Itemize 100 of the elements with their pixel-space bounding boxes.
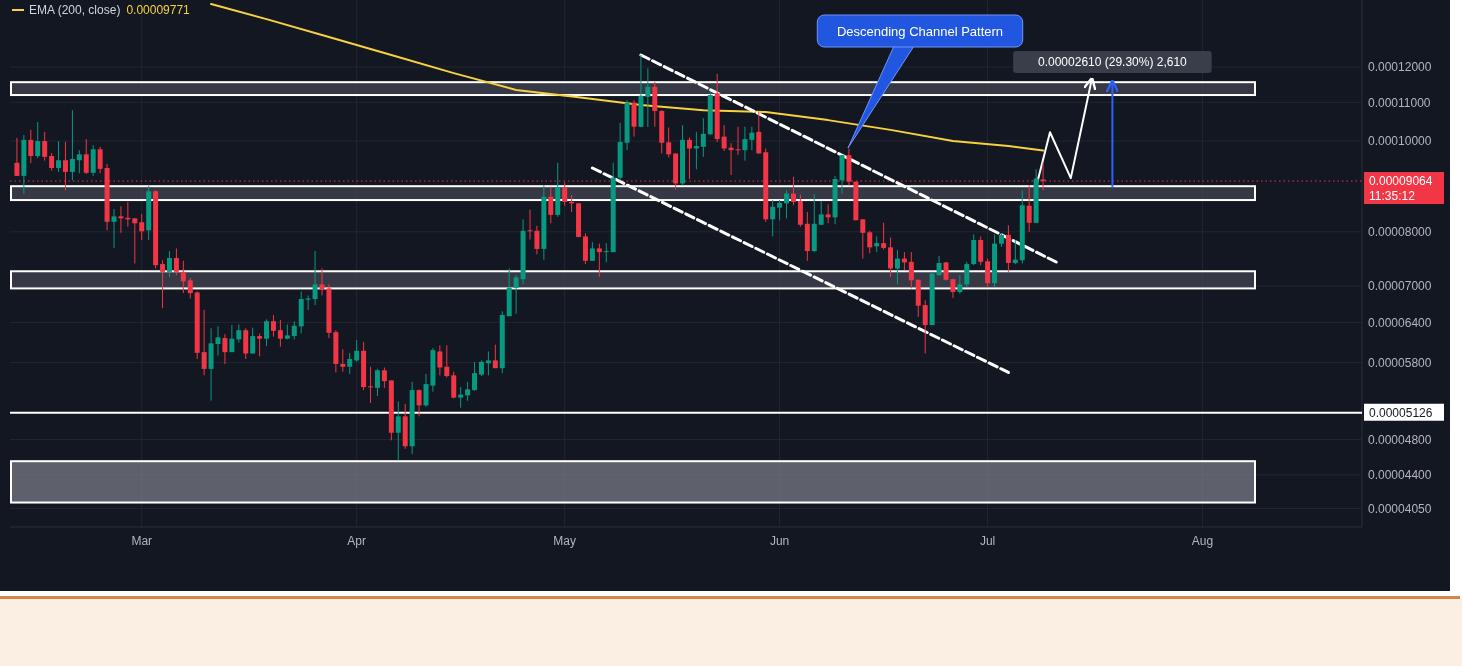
- candlestick: [97, 146, 103, 174]
- candlestick: [700, 117, 706, 158]
- candlestick: [236, 323, 242, 344]
- candlestick: [201, 309, 207, 376]
- candlestick: [368, 366, 374, 404]
- candlestick: [229, 324, 235, 353]
- text: 11:35:12: [1369, 189, 1416, 204]
- candlestick: [118, 205, 124, 234]
- candlestick: [860, 218, 866, 260]
- candlestick: [28, 129, 34, 164]
- candlestick: [437, 344, 443, 376]
- ref-line-label: 0.00005126: [1369, 405, 1433, 420]
- x-tick-label: Jul: [979, 534, 996, 548]
- candlestick: [645, 67, 651, 128]
- candlestick: [666, 127, 672, 158]
- candlestick: [534, 225, 540, 255]
- candlestick: [1026, 184, 1032, 233]
- candlestick: [291, 320, 297, 340]
- candlestick: [472, 361, 478, 392]
- annotation: 0.00009771: [126, 3, 191, 17]
- candlestick: [957, 274, 963, 295]
- candlestick: [381, 366, 387, 389]
- candlestick: [1012, 239, 1018, 265]
- candlestick: [160, 259, 166, 309]
- candlestick: [264, 318, 270, 347]
- candlestick: [354, 339, 360, 363]
- candlestick: [881, 222, 887, 250]
- candlestick: [458, 386, 464, 409]
- x-tick-label: Mar: [131, 534, 153, 548]
- x-tick-label: May: [553, 534, 576, 548]
- candlestick: [257, 332, 263, 357]
- candlestick: [69, 109, 75, 181]
- candlestick: [76, 149, 82, 174]
- candlestick: [347, 352, 353, 375]
- y-tick-label: 0.00012000: [1368, 60, 1432, 75]
- candlestick: [90, 144, 96, 177]
- candlestick: [721, 124, 727, 152]
- candlestick: [173, 247, 179, 276]
- candlestick: [243, 327, 249, 360]
- y-tick-label: 0.00006400: [1368, 315, 1432, 330]
- candlestick: [465, 381, 471, 402]
- candlestick: [964, 261, 970, 288]
- legend-label: EMA (200, close): [29, 3, 121, 17]
- annotation: Descending Channel Pattern: [836, 23, 1004, 39]
- y-tick-label: 0.00010000: [1368, 134, 1432, 149]
- candlestick: [797, 193, 803, 228]
- candlestick: [340, 348, 346, 373]
- y-tick-label: 0.00008000: [1368, 225, 1432, 240]
- candlestick: [894, 249, 900, 285]
- candlestick: [395, 400, 401, 461]
- candlestick: [56, 140, 62, 173]
- candlestick: [867, 230, 873, 254]
- candlestick: [277, 319, 283, 348]
- candlestick: [888, 236, 894, 278]
- candlestick: [596, 243, 602, 278]
- candlestick: [222, 333, 228, 365]
- candlestick: [14, 137, 20, 177]
- candlestick: [444, 344, 450, 379]
- candlestick: [922, 299, 928, 355]
- candlestick: [777, 199, 783, 221]
- candlestick: [416, 388, 422, 417]
- y-tick-label: 0.00011000: [1368, 95, 1431, 110]
- candlestick: [686, 136, 692, 180]
- candlestick: [742, 126, 748, 162]
- candlestick: [818, 200, 824, 226]
- candlestick: [978, 235, 984, 266]
- y-tick-label: 0.00005800: [1368, 355, 1432, 370]
- candlestick: [35, 121, 41, 159]
- candlestick: [485, 350, 491, 376]
- candlestick: [319, 267, 325, 296]
- ref-line-label: 0.00009064: [1369, 174, 1433, 189]
- candlestick: [908, 251, 914, 289]
- candlestick: [548, 186, 554, 224]
- candlestick: [374, 368, 380, 397]
- x-tick-label: Apr: [347, 534, 367, 548]
- candlestick: [139, 213, 145, 241]
- candlestick: [784, 189, 790, 219]
- candlestick: [985, 258, 991, 288]
- candlestick: [83, 138, 89, 175]
- candlestick: [513, 274, 519, 315]
- candlestick: [451, 371, 457, 399]
- y-tick-label: 0.00007000: [1368, 279, 1432, 294]
- candlestick: [312, 250, 318, 306]
- candlestick: [749, 126, 755, 151]
- annotation: 0.00002610 (29.30%) 2,610: [1038, 55, 1188, 70]
- y-tick-label: 0.00004400: [1368, 468, 1432, 483]
- candlestick: [756, 111, 762, 154]
- candlestick: [825, 203, 831, 224]
- candlestick: [589, 241, 595, 262]
- candlestick: [270, 314, 276, 338]
- candlestick: [42, 131, 48, 162]
- candlestick: [250, 327, 256, 355]
- y-tick-label: 0.00004800: [1368, 432, 1432, 447]
- candlestick: [770, 199, 776, 237]
- x-tick-label: Aug: [1191, 534, 1214, 548]
- candlestick: [187, 277, 193, 299]
- candlestick: [180, 260, 186, 294]
- candlestick: [603, 242, 609, 263]
- x-tick-label: Jun: [769, 534, 790, 548]
- candlestick: [132, 217, 138, 264]
